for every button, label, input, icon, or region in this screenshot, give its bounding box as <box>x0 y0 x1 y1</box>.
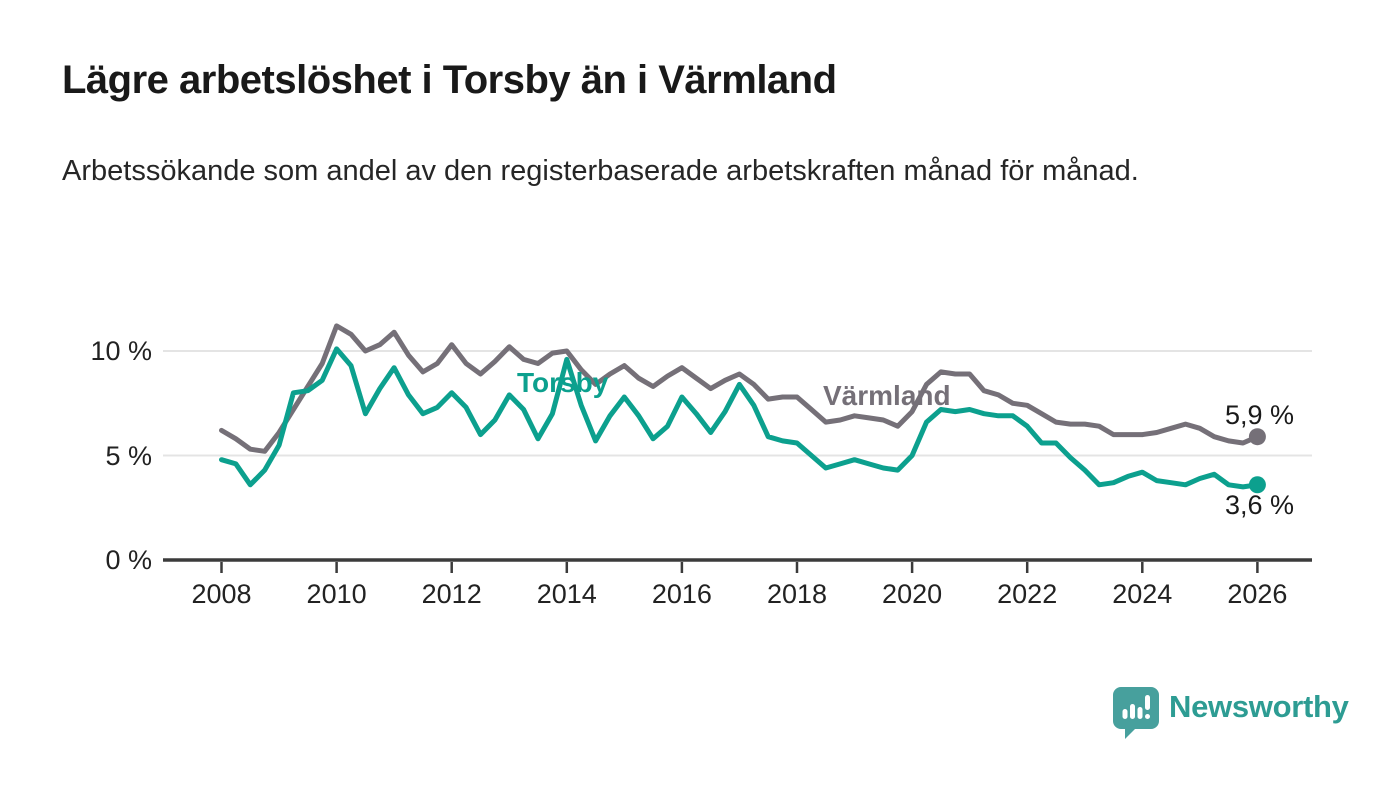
x-axis-label: 2008 <box>191 579 252 609</box>
x-axis-label: 2012 <box>421 579 482 609</box>
end-value-label-torsby: 3,6 % <box>1225 490 1295 520</box>
x-axis-label: 2022 <box>997 579 1058 609</box>
x-axis-label: 2010 <box>306 579 367 609</box>
y-axis-label: 0 % <box>105 545 152 575</box>
end-value-label-varmland: 5,9 % <box>1225 400 1295 430</box>
x-axis-label: 2014 <box>536 579 597 609</box>
x-axis-label: 2016 <box>651 579 712 609</box>
y-axis-label: 10 % <box>90 336 152 366</box>
y-axis-label: 5 % <box>105 440 152 471</box>
x-axis-label: 2020 <box>882 579 943 609</box>
värmland-line <box>219 323 1260 454</box>
torsby-end-dot <box>1248 476 1266 494</box>
x-axis-label: 2018 <box>766 579 828 609</box>
newsworthy-bubble-chart-icon <box>1113 687 1159 739</box>
x-axis-label: 2026 <box>1227 579 1288 609</box>
series-label-torsby: Torsby <box>517 367 609 398</box>
series-label-varmland: Värmland <box>823 380 951 411</box>
chart-subtitle: Arbetssökande som andel av den registerb… <box>62 155 1139 187</box>
x-axis-label: 2024 <box>1112 579 1173 609</box>
newsworthy-logo-text: Newsworthy <box>1169 689 1349 724</box>
torsby-line <box>219 346 1260 490</box>
page-title: Lägre arbetslöshet i Torsby än i Värmlan… <box>62 58 837 102</box>
newsworthy-logo: Newsworthy <box>1112 686 1349 739</box>
värmland-end-dot <box>1248 428 1266 446</box>
